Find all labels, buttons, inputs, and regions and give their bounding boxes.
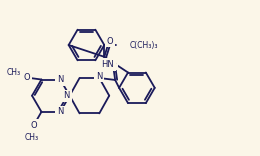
Text: N: N: [57, 107, 63, 116]
Text: O: O: [23, 73, 30, 82]
Text: N: N: [63, 91, 70, 100]
Text: O: O: [30, 121, 37, 130]
Text: C(CH₃)₃: C(CH₃)₃: [130, 41, 159, 49]
Text: O: O: [110, 60, 116, 69]
Text: N: N: [96, 72, 102, 80]
Text: N: N: [57, 75, 63, 84]
Text: HN: HN: [101, 60, 114, 69]
Text: O: O: [107, 37, 114, 46]
Text: CH₃: CH₃: [7, 68, 21, 77]
Text: CH₃: CH₃: [24, 133, 39, 142]
